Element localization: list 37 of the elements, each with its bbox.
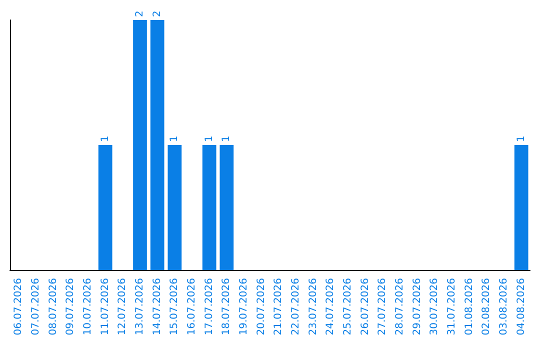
x-tick-label: 25.07.2026 xyxy=(342,278,354,336)
x-tick-label: 01.08.2026 xyxy=(464,278,475,336)
x-tick-label: 04.08.2026 xyxy=(516,278,527,336)
x-tick-label: 11.07.2026 xyxy=(100,278,111,336)
x-tick-label: 20.07.2026 xyxy=(256,278,267,336)
x-tick-label: 07.07.2026 xyxy=(30,278,42,336)
x-tick-label: 21.07.2026 xyxy=(273,278,284,336)
x-tick-label: 19.07.2026 xyxy=(238,278,250,336)
x-tick-label: 30.07.2026 xyxy=(429,278,440,336)
x-tick-label: 14.07.2026 xyxy=(152,278,163,336)
x-tick-label: 18.07.2026 xyxy=(221,278,232,336)
x-tick-label: 31.07.2026 xyxy=(446,278,458,336)
data-label: 1 xyxy=(221,136,232,142)
x-tick-label: 29.07.2026 xyxy=(412,278,423,336)
data-label: 1 xyxy=(204,136,215,142)
data-label: 2 xyxy=(134,10,146,17)
x-tick-label: 06.07.2026 xyxy=(13,278,24,336)
data-label: 1 xyxy=(169,136,180,142)
x-tick-label: 15.07.2026 xyxy=(169,278,180,336)
x-tick-label: 17.07.2026 xyxy=(204,278,215,336)
x-tick-label: 13.07.2026 xyxy=(134,278,146,336)
x-tick-label: 08.07.2026 xyxy=(48,278,59,336)
x-tick-label: 23.07.2026 xyxy=(308,278,319,336)
data-label: 2 xyxy=(152,10,163,17)
x-tick-label: 02.08.2026 xyxy=(481,278,492,336)
data-label: 1 xyxy=(516,136,527,142)
x-tick-label: 27.07.2026 xyxy=(377,278,388,336)
x-tick-label: 09.07.2026 xyxy=(65,278,76,336)
x-tick-label: 10.07.2026 xyxy=(82,278,94,336)
x-tick-label: 26.07.2026 xyxy=(360,278,371,336)
x-tick-label: 12.07.2026 xyxy=(117,278,128,336)
x-tick-label: 03.08.2026 xyxy=(498,278,510,336)
x-tick-label: 28.07.2026 xyxy=(394,278,406,336)
data-label: 1 xyxy=(100,136,111,142)
x-tick-label: 24.07.2026 xyxy=(325,278,336,336)
x-tick-label: 22.07.2026 xyxy=(290,278,302,336)
x-tick-label: 16.07.2026 xyxy=(186,278,198,336)
